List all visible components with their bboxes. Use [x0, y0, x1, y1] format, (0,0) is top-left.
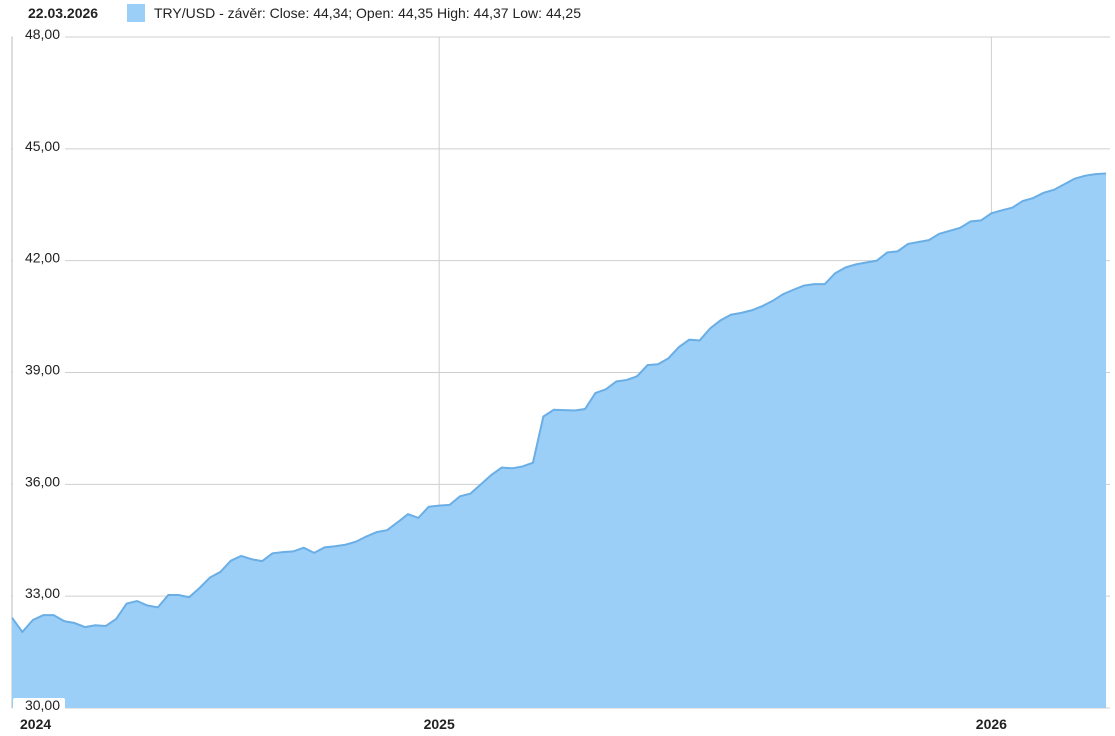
x-tick-label: 2024: [20, 716, 51, 732]
tick-label-bg: [13, 474, 65, 489]
x-tick-label: 2026: [976, 716, 1007, 732]
legend-label: TRY/USD - závěr: Close: 44,34; Open: 44,…: [154, 5, 581, 21]
y-tick-label: 36,00: [25, 473, 60, 489]
x-tick-label: 2025: [424, 716, 455, 732]
y-tick-label: 48,00: [25, 26, 60, 42]
tick-label-bg: [13, 138, 65, 153]
y-tick-label: 30,00: [25, 697, 60, 713]
tick-label-bg: [13, 698, 65, 712]
legend-swatch: [127, 4, 145, 22]
y-tick-label: 42,00: [25, 250, 60, 266]
y-tick-label: 33,00: [25, 585, 60, 601]
y-tick-label: 45,00: [25, 138, 60, 154]
tick-label-bg: [13, 362, 65, 377]
area: [12, 173, 1106, 708]
y-tick-label: 39,00: [25, 362, 60, 378]
line: [11, 172, 1107, 634]
chart-title: 22.03.2026: [28, 5, 98, 21]
tick-label-bg: [13, 586, 65, 601]
tick-label-bg: [13, 250, 65, 265]
tick-label-bg: [13, 27, 65, 41]
